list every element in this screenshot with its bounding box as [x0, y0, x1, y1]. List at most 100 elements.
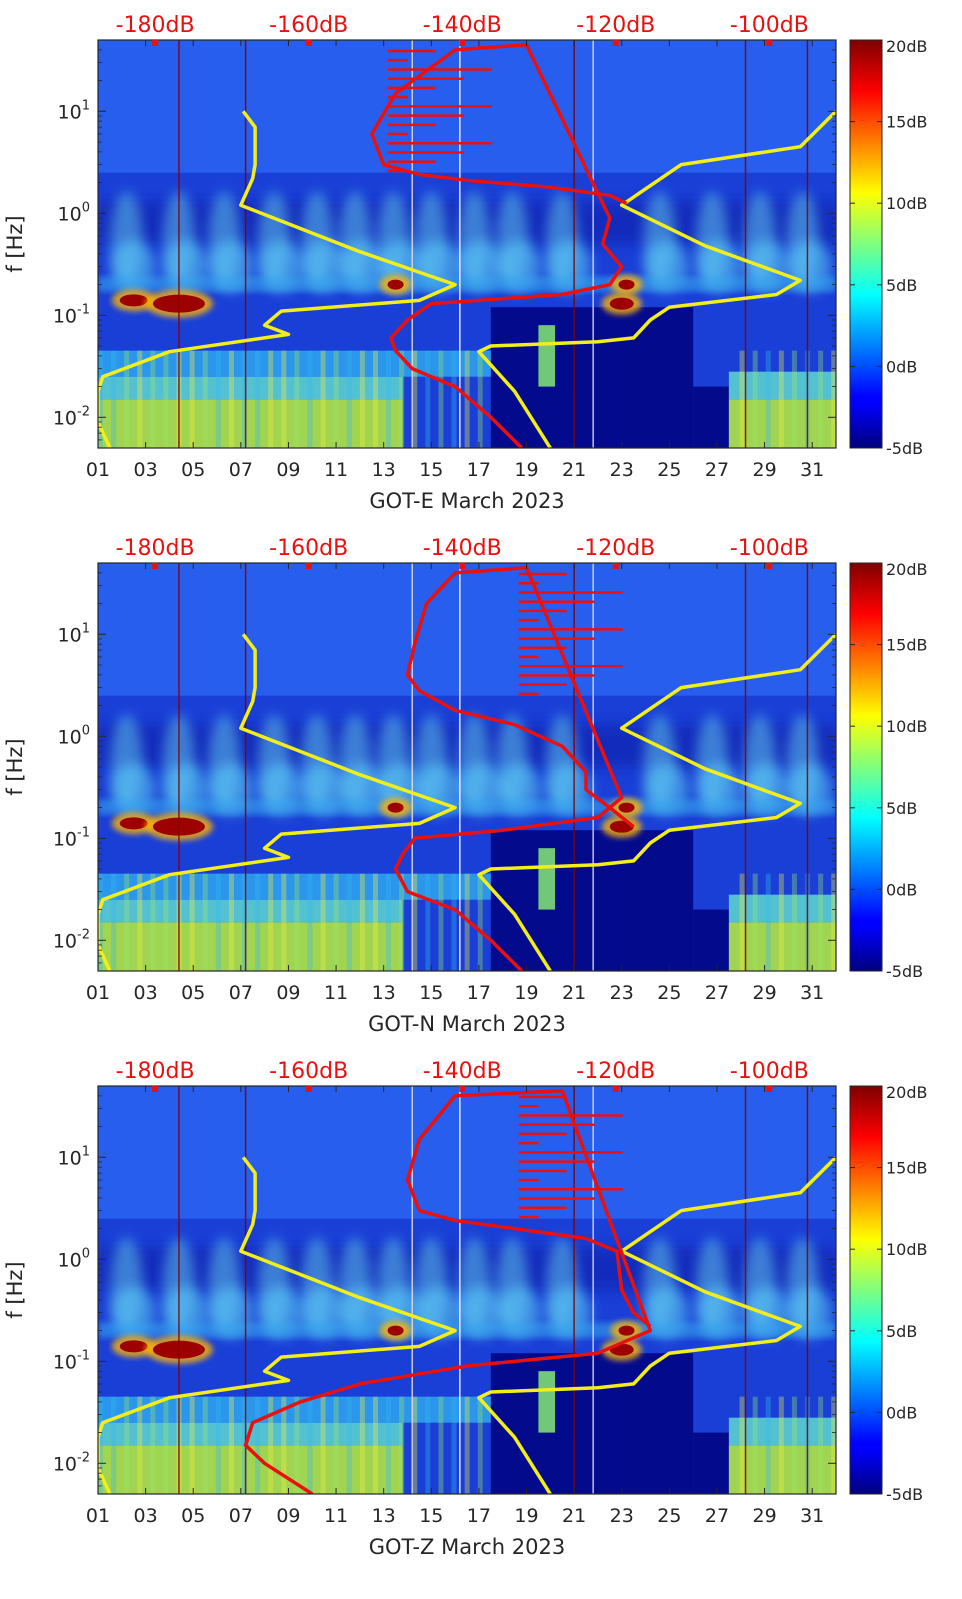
x-tick-label: 05 [181, 1505, 205, 1527]
colorbar-tick-label: 20dB [886, 1083, 928, 1102]
top-db-tick-label: -120dB [576, 536, 655, 561]
x-tick-label: 19 [514, 982, 538, 1004]
y-axis-label: f [Hz] [3, 738, 27, 795]
x-tick-label: 21 [562, 459, 586, 481]
y-tick-label: 10-1 [53, 825, 90, 850]
x-tick-label: 13 [372, 982, 396, 1004]
colorbar-tick-label: 20dB [886, 37, 928, 56]
x-tick-label: 25 [657, 1505, 681, 1527]
colorbar-tick-label: 5dB [886, 276, 917, 295]
x-axis-label: GOT-N March 2023 [368, 1012, 566, 1036]
x-tick-label: 07 [229, 459, 253, 481]
x-tick-label: 09 [276, 459, 300, 481]
colorbar-tick-label: 0dB [886, 1403, 917, 1422]
x-tick-label: 11 [324, 982, 348, 1004]
yellow-curve-2 [477, 1156, 836, 1494]
y-tick-label: 10-2 [53, 927, 90, 952]
colorbar-tick-label: 10dB [886, 717, 928, 736]
x-tick-label: 23 [610, 982, 634, 1004]
top-db-tick-label: -140dB [423, 13, 502, 38]
x-tick-label: 15 [419, 1505, 443, 1527]
y-tick-label: 10-2 [53, 404, 90, 429]
x-tick-label: 29 [752, 459, 776, 481]
x-tick-label: 31 [800, 459, 824, 481]
x-tick-label: 05 [181, 982, 205, 1004]
colorbar-tick-label: 15dB [886, 636, 928, 655]
top-db-tick-label: -180dB [116, 536, 195, 561]
x-tick-label: 11 [324, 459, 348, 481]
colorbar-tick-label: 5dB [886, 1322, 917, 1341]
colorbar-tick-label: -5dB [886, 1485, 923, 1504]
y-axis-label: f [Hz] [3, 1261, 27, 1318]
spectrogram-panel-3: 01 03 05 07 09 11 13 15 17 19 21 23 25 27 29 31 10-2 10-1… [3, 1059, 928, 1559]
x-tick-label: 01 [86, 459, 110, 481]
x-tick-label: 19 [514, 1505, 538, 1527]
yellow-curve-1 [98, 1156, 457, 1494]
spectrogram-image [98, 1086, 836, 1494]
x-tick-label: 27 [705, 1505, 729, 1527]
y-tick-label: 101 [58, 98, 90, 123]
x-tick-label: 31 [800, 982, 824, 1004]
x-tick-label: 13 [372, 1505, 396, 1527]
colorbar-tick-label: 5dB [886, 799, 917, 818]
yellow-curve-1 [98, 110, 457, 448]
top-db-tick-label: -160dB [269, 1059, 348, 1084]
y-tick-label: 100 [58, 1246, 90, 1271]
x-tick-label: 03 [134, 459, 158, 481]
top-db-tick-label: -100dB [730, 13, 809, 38]
x-tick-label: 07 [229, 1505, 253, 1527]
x-tick-label: 09 [276, 1505, 300, 1527]
x-axis-label: GOT-Z March 2023 [369, 1535, 565, 1559]
x-tick-label: 27 [705, 459, 729, 481]
top-db-tick-label: -160dB [269, 13, 348, 38]
y-tick-label: 100 [58, 723, 90, 748]
colorbar-tick-label: 15dB [886, 1159, 928, 1178]
y-tick-label: 10-2 [53, 1450, 90, 1475]
x-tick-label: 29 [752, 982, 776, 1004]
colorbar-tick-label: 15dB [886, 113, 928, 132]
y-tick-label: 10-1 [53, 1348, 90, 1373]
x-tick-label: 21 [562, 1505, 586, 1527]
x-tick-label: 05 [181, 459, 205, 481]
x-tick-label: 17 [467, 1505, 491, 1527]
x-tick-label: 15 [419, 982, 443, 1004]
x-tick-label: 13 [372, 459, 396, 481]
top-db-tick-label: -100dB [730, 1059, 809, 1084]
colorbar-tick-label: 20dB [886, 560, 928, 579]
top-db-tick-label: -120dB [576, 1059, 655, 1084]
x-tick-label: 01 [86, 1505, 110, 1527]
top-db-tick-label: -140dB [423, 1059, 502, 1084]
yellow-curve-2 [477, 633, 836, 971]
top-db-tick-label: -160dB [269, 536, 348, 561]
spectrogram-image [98, 563, 836, 971]
x-tick-label: 17 [467, 459, 491, 481]
colorbar-tick-label: 10dB [886, 1240, 928, 1259]
y-tick-label: 101 [58, 1144, 90, 1169]
x-tick-label: 03 [134, 1505, 158, 1527]
spectrogram-image [98, 40, 836, 448]
spectrogram-panel-1: 01 03 05 07 09 11 13 15 17 19 21 23 25 27 29 31 10-2 10-1… [3, 13, 928, 513]
x-tick-label: 15 [419, 459, 443, 481]
top-db-tick-label: -120dB [576, 13, 655, 38]
colorbar-tick-label: 0dB [886, 357, 917, 376]
top-db-tick-label: -180dB [116, 1059, 195, 1084]
x-tick-label: 07 [229, 982, 253, 1004]
x-tick-label: 09 [276, 982, 300, 1004]
x-axis-label: GOT-E March 2023 [369, 489, 564, 513]
red-curve [370, 42, 628, 448]
x-tick-label: 21 [562, 982, 586, 1004]
red-curve [243, 1088, 653, 1494]
y-tick-label: 100 [58, 200, 90, 225]
x-tick-label: 03 [134, 982, 158, 1004]
red-curve [393, 565, 635, 971]
colorbar-tick-label: -5dB [886, 962, 923, 981]
colorbar [849, 1085, 883, 1495]
yellow-curve-2 [477, 110, 836, 448]
y-axis-label: f [Hz] [3, 215, 27, 272]
top-db-tick-label: -100dB [730, 536, 809, 561]
x-tick-label: 17 [467, 982, 491, 1004]
x-tick-label: 23 [610, 1505, 634, 1527]
top-db-tick-label: -180dB [116, 13, 195, 38]
top-db-tick-label: -140dB [423, 536, 502, 561]
